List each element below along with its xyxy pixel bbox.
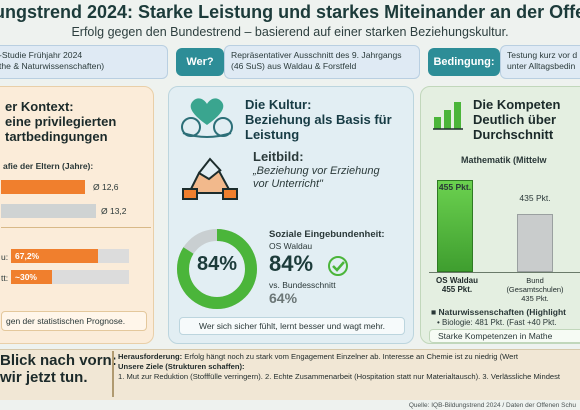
parents-education-label: afie der Eltern (Jahre): (3, 161, 94, 171)
leitbild-title: Leitbild: (253, 149, 304, 164)
donut-arc (177, 229, 257, 309)
waldau-label: OS Waldau (269, 241, 313, 251)
context-heading-3: tartbedingungen (5, 129, 108, 144)
row4-label: tt: (1, 273, 9, 283)
nawi-bio-text: Biologie: 481 Pkt. (Fast +40 Pkt. (442, 318, 557, 327)
tag-condition: Bedingung: (428, 48, 500, 76)
math-bund-sub: (Gesamtschulen) (506, 285, 564, 294)
culture-heading-3: Leistung (245, 127, 300, 142)
page-subtitle: Erfolg gegen den Bundestrend – basierend… (71, 25, 509, 39)
competence-heading: Die Kompeten (473, 97, 561, 112)
challenge-line: Herausforderung: Erfolg hängt noch zu st… (118, 352, 580, 362)
competence-heading-2: Deutlich über (473, 112, 557, 127)
goals-text: 1. Mut zur Reduktion (Stofffülle verring… (118, 371, 561, 381)
bar-chart-icon (433, 102, 463, 130)
math-bar-waldau (437, 180, 473, 272)
outlook-heading-2: wir jetzt tun. (0, 369, 88, 386)
row3-label: u: (1, 252, 9, 262)
context-conclusion-box: gen der statistischen Prognose. (1, 311, 147, 331)
competence-conclusion-box: Starke Kompetenzen in Mathe (429, 329, 580, 343)
source-note: Quelle: IQB-Bildungstrend 2024 / Daten d… (408, 402, 576, 409)
study-line: -Studie Frühjahr 2024 (0, 50, 83, 60)
nawi-bio: • Biologie: 481 Pkt. (Fast +40 Pkt. (437, 318, 557, 327)
math-bar-bund (517, 213, 553, 272)
waldau-percent: 84% (269, 251, 314, 276)
check-icon (328, 256, 348, 276)
leitbild-quote: „Beziehung vor Erziehung (253, 165, 380, 177)
bund-label: vs. Bundesschnitt (269, 280, 336, 290)
context-heading-2: eine privilegierten (5, 114, 117, 129)
tag-who: Wer? (176, 48, 224, 76)
parents-bar-waldau (1, 180, 85, 194)
study-subject-line: the & Naturwissenschaften) (0, 61, 105, 71)
math-waldau-points: 455 Pkt. (441, 285, 473, 294)
parents-bar-waldau-value: Ø 12,6 (93, 182, 119, 192)
math-bund-name: Bund (526, 276, 544, 285)
math-bund-points: 435 Pkt. (521, 294, 549, 303)
divider (1, 227, 151, 228)
nawi-title: ■ Naturwissenschaften (Highlight (431, 307, 567, 317)
study-info-box: -Studie Frühjahr 2024 the & Naturwissensc… (0, 45, 168, 79)
challenge-label: Herausforderung: (118, 352, 183, 361)
outlook-footer (0, 349, 580, 400)
culture-heading-2: Beziehung als Basis für (245, 112, 392, 127)
row4-track (11, 270, 129, 284)
page-title: ungstrend 2024: Starke Leistung und star… (0, 2, 580, 22)
challenge-text: Erfolg hängt noch zu stark vom Engagemen… (184, 352, 518, 361)
row4-value: ~30% (15, 272, 37, 282)
culture-panel: Die Kultur: Beziehung als Basis für Leis… (168, 86, 414, 344)
math-bar-bund-value: 435 Pkt. (519, 193, 551, 203)
footer-divider (112, 351, 114, 397)
condition-line: Testung kurz vor d (507, 50, 578, 60)
competence-conclusion: Starke Kompetenzen in Mathe (438, 331, 553, 341)
who-line: Repräsentativer Ausschnitt des 9. Jahrga… (231, 50, 402, 60)
competence-heading-3: Durchschnitt (473, 127, 554, 142)
goals-label: Unsere Ziele (Strukturen schaffen): (118, 361, 245, 371)
culture-conclusion: Wer sich sicher fühlt, lernt besser und … (199, 321, 385, 331)
parents-bar-bund-value: Ø 13,2 (101, 206, 127, 216)
context-panel: er Kontext: eine privilegierten tartbedi… (0, 86, 154, 344)
who-info-box: Repräsentativer Ausschnitt des 9. Jahrga… (224, 45, 420, 79)
row4-fill (11, 270, 53, 284)
who-sample-line: (46 SuS) aus Waldau & Forstfeld (231, 61, 357, 71)
context-heading: er Kontext: (5, 99, 74, 114)
culture-conclusion-box: Wer sich sicher fühlt, lernt besser und … (179, 317, 405, 335)
competence-panel: Die Kompeten Deutlich über Durchschnitt … (420, 86, 580, 344)
row3-fill (11, 249, 99, 263)
leitbild-quote-2: vor Unterricht" (253, 178, 323, 190)
math-waldau-name: OS Waldau (436, 276, 478, 285)
outlook-heading: Blick nach vorn: (0, 352, 117, 369)
row3-value: 67,2% (15, 251, 40, 261)
handshake-icon (182, 157, 238, 200)
culture-heading: Die Kultur: (245, 97, 312, 112)
bund-percent: 64% (269, 290, 298, 306)
donut-label: 84% (196, 253, 238, 275)
parents-bar-bund (1, 204, 96, 218)
condition-line-2: unter Alltagsbedin (507, 61, 576, 71)
nawi-title-text: Naturwissenschaften (Highlight (438, 307, 567, 317)
math-bar-waldau-value: 455 Pkt. (438, 182, 472, 192)
heart-hand-icon (181, 98, 233, 138)
math-title: Mathematik (Mittelw (461, 155, 547, 165)
condition-info-box: Testung kurz vor d unter Alltagsbedin (500, 45, 580, 79)
context-conclusion: gen der statistischen Prognose. (6, 316, 126, 326)
social-title: Soziale Eingebundenheit: (269, 229, 385, 240)
donut-chart (177, 229, 257, 309)
row3-track (11, 249, 129, 263)
math-baseline (429, 272, 580, 273)
